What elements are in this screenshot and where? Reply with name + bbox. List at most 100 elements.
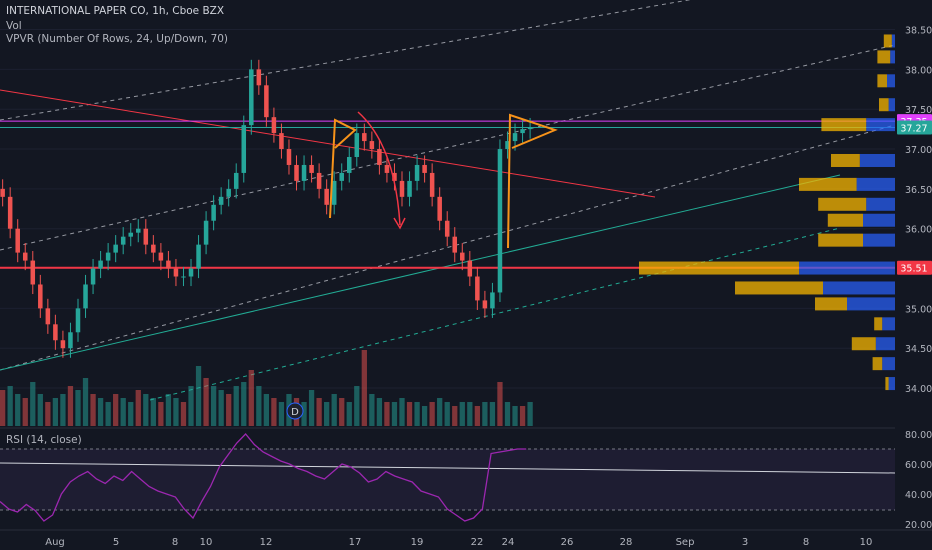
candle <box>369 141 375 150</box>
volume-bar <box>263 394 270 426</box>
dividend-marker[interactable]: D <box>286 402 304 420</box>
time-tick-label: 8 <box>172 537 178 548</box>
trend-channel <box>0 0 896 401</box>
svg-text:D: D <box>291 407 299 418</box>
volume-bar <box>512 406 518 426</box>
volume-bar <box>421 406 428 426</box>
rsi-axis[interactable]: 80.00 60.00 40.00 20.00 <box>905 430 932 531</box>
candle <box>60 340 66 349</box>
volume-bar <box>399 398 405 426</box>
flag-drawing-right <box>507 113 558 249</box>
candle <box>173 268 179 277</box>
volume-bar <box>414 402 420 426</box>
rsi-tick-label: 40.00 <box>905 490 932 501</box>
volume-bar <box>180 402 187 426</box>
vpvr-up-bar <box>851 337 876 351</box>
rsi-legend[interactable]: RSI (14, close) <box>6 434 82 446</box>
price-tick-label: 37.00 <box>905 145 932 156</box>
candle <box>392 172 397 181</box>
candle <box>158 252 164 261</box>
vpvr-down-bar <box>863 213 895 227</box>
volume-bar <box>210 386 217 426</box>
candle <box>414 164 420 181</box>
candle <box>143 228 149 245</box>
candle <box>354 133 360 158</box>
candle <box>271 117 277 134</box>
volume-bar <box>437 398 443 426</box>
vpvr-up-bar <box>815 297 847 311</box>
candle <box>211 204 216 221</box>
time-tick-label: 3 <box>742 537 748 548</box>
candle <box>490 292 495 309</box>
candle <box>83 284 88 309</box>
vpvr-down-bar <box>799 261 895 275</box>
vpvr-legend[interactable]: VPVR (Number Of Rows, 24, Up/Down, 70) <box>6 33 229 45</box>
volume-bar <box>504 402 511 426</box>
candle <box>512 133 518 142</box>
candle <box>68 332 73 349</box>
flag-drawing-left <box>329 118 357 219</box>
time-tick-label: Sep <box>676 537 695 548</box>
price-badge-label: 37.27 <box>900 124 927 135</box>
candle <box>105 252 111 261</box>
vpvr-down-bar <box>882 357 895 371</box>
vpvr-down-bar <box>882 317 895 331</box>
candle <box>249 69 254 126</box>
time-tick-label: 10 <box>860 537 873 548</box>
volume-bar <box>308 390 315 426</box>
candle <box>437 196 442 221</box>
candle <box>98 260 103 269</box>
time-tick-label: 22 <box>471 537 484 548</box>
volume-bar <box>324 402 330 426</box>
candle <box>22 252 28 261</box>
candle <box>196 244 201 269</box>
candle <box>203 220 209 245</box>
candle <box>181 276 186 278</box>
symbol-legend[interactable]: INTERNATIONAL PAPER CO, 1h, Cboe BZX <box>6 5 225 17</box>
volume-bar <box>188 386 194 426</box>
time-tick-label: 17 <box>349 537 362 548</box>
volume-bar <box>331 394 337 426</box>
volume-bar <box>482 402 488 426</box>
time-tick-label: 26 <box>561 537 574 548</box>
curved-arrow-head <box>393 217 406 230</box>
price-tick-label: 34.00 <box>905 384 932 395</box>
vpvr-down-bar <box>890 50 895 64</box>
candle <box>241 125 247 173</box>
vpvr-down-bar <box>866 118 895 132</box>
candle <box>0 188 5 197</box>
vpvr-down-bar <box>856 177 895 191</box>
volume-bar <box>316 398 322 426</box>
vpvr-up-bar <box>885 377 889 391</box>
candle <box>429 172 435 197</box>
volume-bar <box>218 390 224 426</box>
volume-legend[interactable]: Vol <box>6 20 22 32</box>
volume-bar <box>195 366 202 426</box>
vpvr-up-bar <box>879 98 889 112</box>
time-tick-label: 24 <box>502 537 515 548</box>
curved-arrow <box>357 111 401 226</box>
price-tick-label: 34.50 <box>905 344 932 355</box>
vpvr-up-bar <box>735 281 823 295</box>
time-tick-label: 12 <box>260 537 273 548</box>
candle <box>399 180 405 197</box>
candle <box>362 133 367 142</box>
time-tick-label: 8 <box>803 537 809 548</box>
vpvr-down-bar <box>847 297 895 311</box>
vpvr-up-bar <box>799 177 857 191</box>
volume-bar <box>15 394 21 426</box>
time-tick-label: Aug <box>45 537 65 548</box>
price-axis[interactable]: 38.5038.0037.5037.0036.5036.0035.5035.00… <box>895 0 932 550</box>
candle <box>460 252 465 261</box>
rsi-line <box>0 433 527 522</box>
vpvr-down-bar <box>888 98 895 112</box>
candle <box>444 220 450 237</box>
volume-bar <box>37 394 43 426</box>
vpvr-down-bar <box>823 281 895 295</box>
candle <box>309 164 314 173</box>
candle <box>475 276 480 301</box>
time-axis[interactable]: Aug 5 8 10 12 17 19 22 24 26 28 Sep 3 8 10 <box>0 529 932 548</box>
vpvr-up-bar <box>883 34 892 48</box>
